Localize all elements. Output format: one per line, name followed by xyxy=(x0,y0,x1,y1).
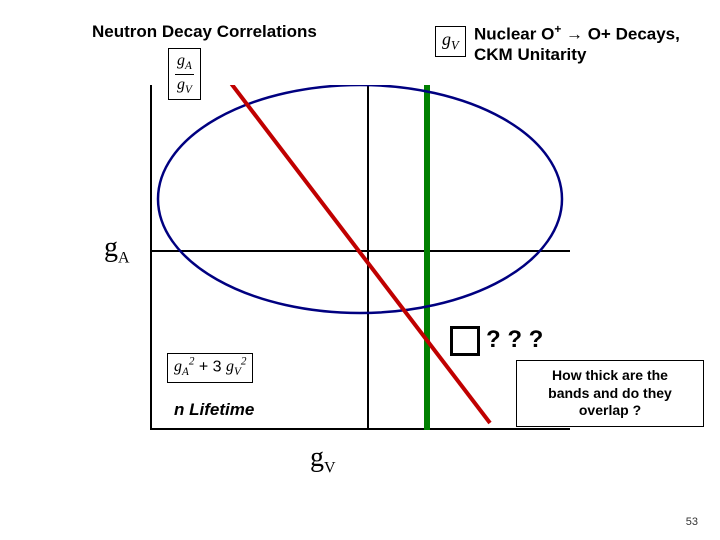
question-box-icon xyxy=(450,326,480,356)
gA-sub: A xyxy=(118,250,130,267)
title-right-line1b: → O+ Decays, xyxy=(561,25,680,44)
note-line2: bands and do they xyxy=(525,385,695,403)
fb-sub: V xyxy=(234,367,241,379)
red-oblique-line xyxy=(230,85,490,423)
title-right: Nuclear O+ → O+ Decays, CKM Unitarity xyxy=(474,22,704,65)
fa-sub: A xyxy=(182,367,189,379)
ratio-num-sub: A xyxy=(185,60,192,72)
note-box: How thick are the bands and do they over… xyxy=(516,360,704,427)
note-line1: How thick are the xyxy=(525,367,695,385)
gV-axis-sub: V xyxy=(324,460,336,477)
x-axis-label: gV xyxy=(310,442,336,478)
page-number: 53 xyxy=(686,516,698,528)
fb: g xyxy=(226,358,234,375)
box-gA2-3gV2: gA2 + 3 gV2 xyxy=(167,353,253,383)
gV-sub: V xyxy=(451,39,459,53)
title-right-line1a: Nuclear O xyxy=(474,25,554,44)
y-axis-label: gA xyxy=(104,232,130,268)
ratio-num-g: g xyxy=(177,52,185,69)
gV-sym: g xyxy=(442,29,451,49)
blue-ellipse xyxy=(158,85,562,313)
gV-axis-sym: g xyxy=(310,442,324,473)
box-gV: gV xyxy=(435,26,466,57)
title-right-line2: CKM Unitarity xyxy=(474,45,586,64)
title-left: Neutron Decay Correlations xyxy=(92,22,317,42)
gA-sym: g xyxy=(104,232,118,263)
note-line3: overlap ? xyxy=(525,402,695,420)
question-marks: ? ? ? xyxy=(486,326,543,354)
n-lifetime-label: n Lifetime xyxy=(174,400,254,420)
fa: g xyxy=(174,358,182,375)
